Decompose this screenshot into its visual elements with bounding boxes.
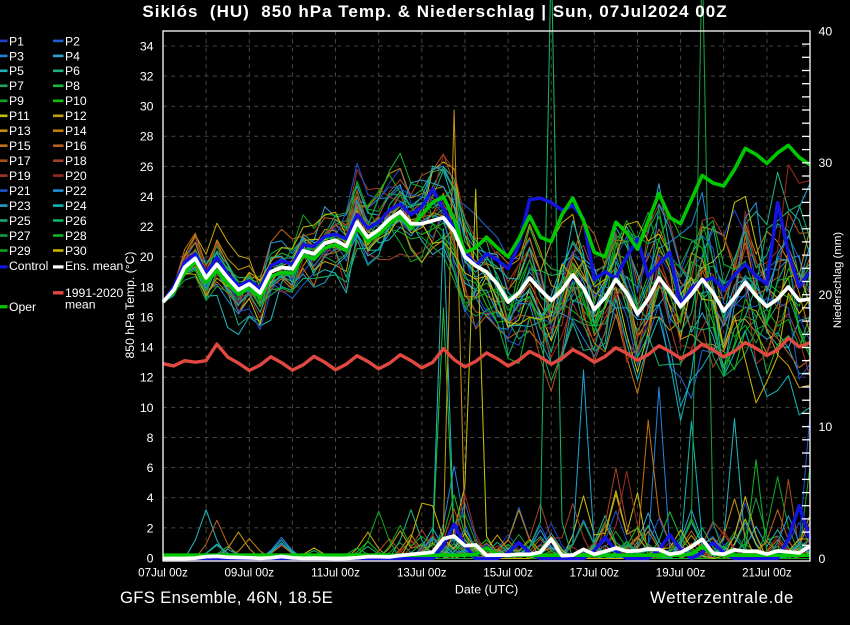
svg-text:Niederschlag (mm): Niederschlag (mm): [832, 232, 844, 328]
svg-text:P23: P23: [9, 199, 31, 213]
svg-text:15Jul 00z: 15Jul 00z: [483, 567, 533, 580]
svg-text:P19: P19: [9, 169, 31, 183]
svg-text:Control: Control: [9, 259, 48, 273]
svg-text:P9: P9: [9, 94, 24, 108]
svg-text:32: 32: [140, 70, 154, 84]
svg-text:P6: P6: [65, 64, 80, 78]
svg-text:6: 6: [147, 461, 154, 475]
svg-text:34: 34: [140, 39, 154, 53]
svg-text:P10: P10: [65, 94, 87, 108]
svg-text:P21: P21: [9, 184, 31, 198]
svg-text:2: 2: [147, 521, 154, 535]
svg-text:P25: P25: [9, 214, 31, 228]
svg-text:P15: P15: [9, 139, 31, 153]
svg-text:P30: P30: [65, 244, 87, 258]
svg-text:07Jul 00z: 07Jul 00z: [138, 567, 188, 580]
svg-text:Oper: Oper: [9, 300, 36, 314]
svg-text:10: 10: [140, 401, 154, 415]
svg-text:8: 8: [147, 431, 154, 445]
svg-text:13Jul 00z: 13Jul 00z: [397, 567, 447, 580]
svg-text:20: 20: [140, 250, 154, 264]
svg-text:P11: P11: [9, 109, 30, 123]
svg-text:P20: P20: [65, 169, 87, 183]
svg-text:P28: P28: [65, 229, 87, 243]
svg-text:17Jul 00z: 17Jul 00z: [569, 567, 619, 580]
svg-text:40: 40: [819, 24, 833, 38]
svg-text:4: 4: [147, 491, 154, 505]
svg-text:Date (UTC): Date (UTC): [455, 582, 518, 596]
svg-text:P16: P16: [65, 139, 87, 153]
svg-text:16: 16: [140, 310, 154, 324]
svg-text:P29: P29: [9, 244, 31, 258]
svg-text:10: 10: [819, 420, 833, 434]
svg-text:P3: P3: [9, 49, 24, 63]
svg-text:GFS Ensemble, 46N, 18.5E: GFS Ensemble, 46N, 18.5E: [120, 588, 333, 607]
svg-text:Wetterzentrale.de: Wetterzentrale.de: [650, 588, 794, 607]
svg-text:mean: mean: [65, 298, 96, 312]
svg-text:P8: P8: [65, 79, 80, 93]
svg-text:19Jul 00z: 19Jul 00z: [656, 567, 706, 580]
svg-text:18: 18: [140, 280, 154, 294]
svg-text:850 hPa Temp. (°C): 850 hPa Temp. (°C): [123, 252, 137, 359]
svg-text:11Jul 00z: 11Jul 00z: [311, 567, 360, 580]
svg-text:30: 30: [819, 156, 833, 170]
svg-text:28: 28: [140, 130, 154, 144]
svg-text:30: 30: [140, 100, 154, 114]
svg-text:P12: P12: [65, 109, 87, 123]
svg-text:P1: P1: [9, 34, 24, 48]
svg-text:P22: P22: [65, 184, 87, 198]
svg-text:P4: P4: [65, 49, 80, 63]
svg-text:P7: P7: [9, 79, 24, 93]
svg-text:P18: P18: [65, 154, 87, 168]
svg-text:P17: P17: [9, 154, 31, 168]
svg-text:P5: P5: [9, 64, 24, 78]
svg-text:P27: P27: [9, 229, 31, 243]
svg-text:26: 26: [140, 160, 154, 174]
svg-text:Siklós (HU) 850 hPa Temp. &: Siklós (HU) 850 hPa Temp. & Niederschlag…: [142, 2, 727, 21]
svg-text:12: 12: [140, 371, 154, 385]
svg-text:P26: P26: [65, 214, 87, 228]
svg-text:P13: P13: [9, 124, 31, 138]
svg-text:24: 24: [140, 190, 154, 204]
svg-text:P24: P24: [65, 199, 87, 213]
svg-text:22: 22: [140, 220, 154, 234]
svg-text:0: 0: [147, 551, 154, 565]
svg-text:P2: P2: [65, 34, 80, 48]
svg-text:1991-2020: 1991-2020: [65, 286, 124, 300]
svg-text:P14: P14: [65, 124, 87, 138]
svg-text:21Jul 00z: 21Jul 00z: [742, 567, 792, 580]
svg-text:20: 20: [819, 288, 833, 302]
svg-text:0: 0: [819, 552, 826, 566]
svg-text:14: 14: [140, 341, 154, 355]
svg-text:Ens. mean: Ens. mean: [65, 259, 123, 273]
svg-text:09Jul 00z: 09Jul 00z: [224, 567, 274, 580]
